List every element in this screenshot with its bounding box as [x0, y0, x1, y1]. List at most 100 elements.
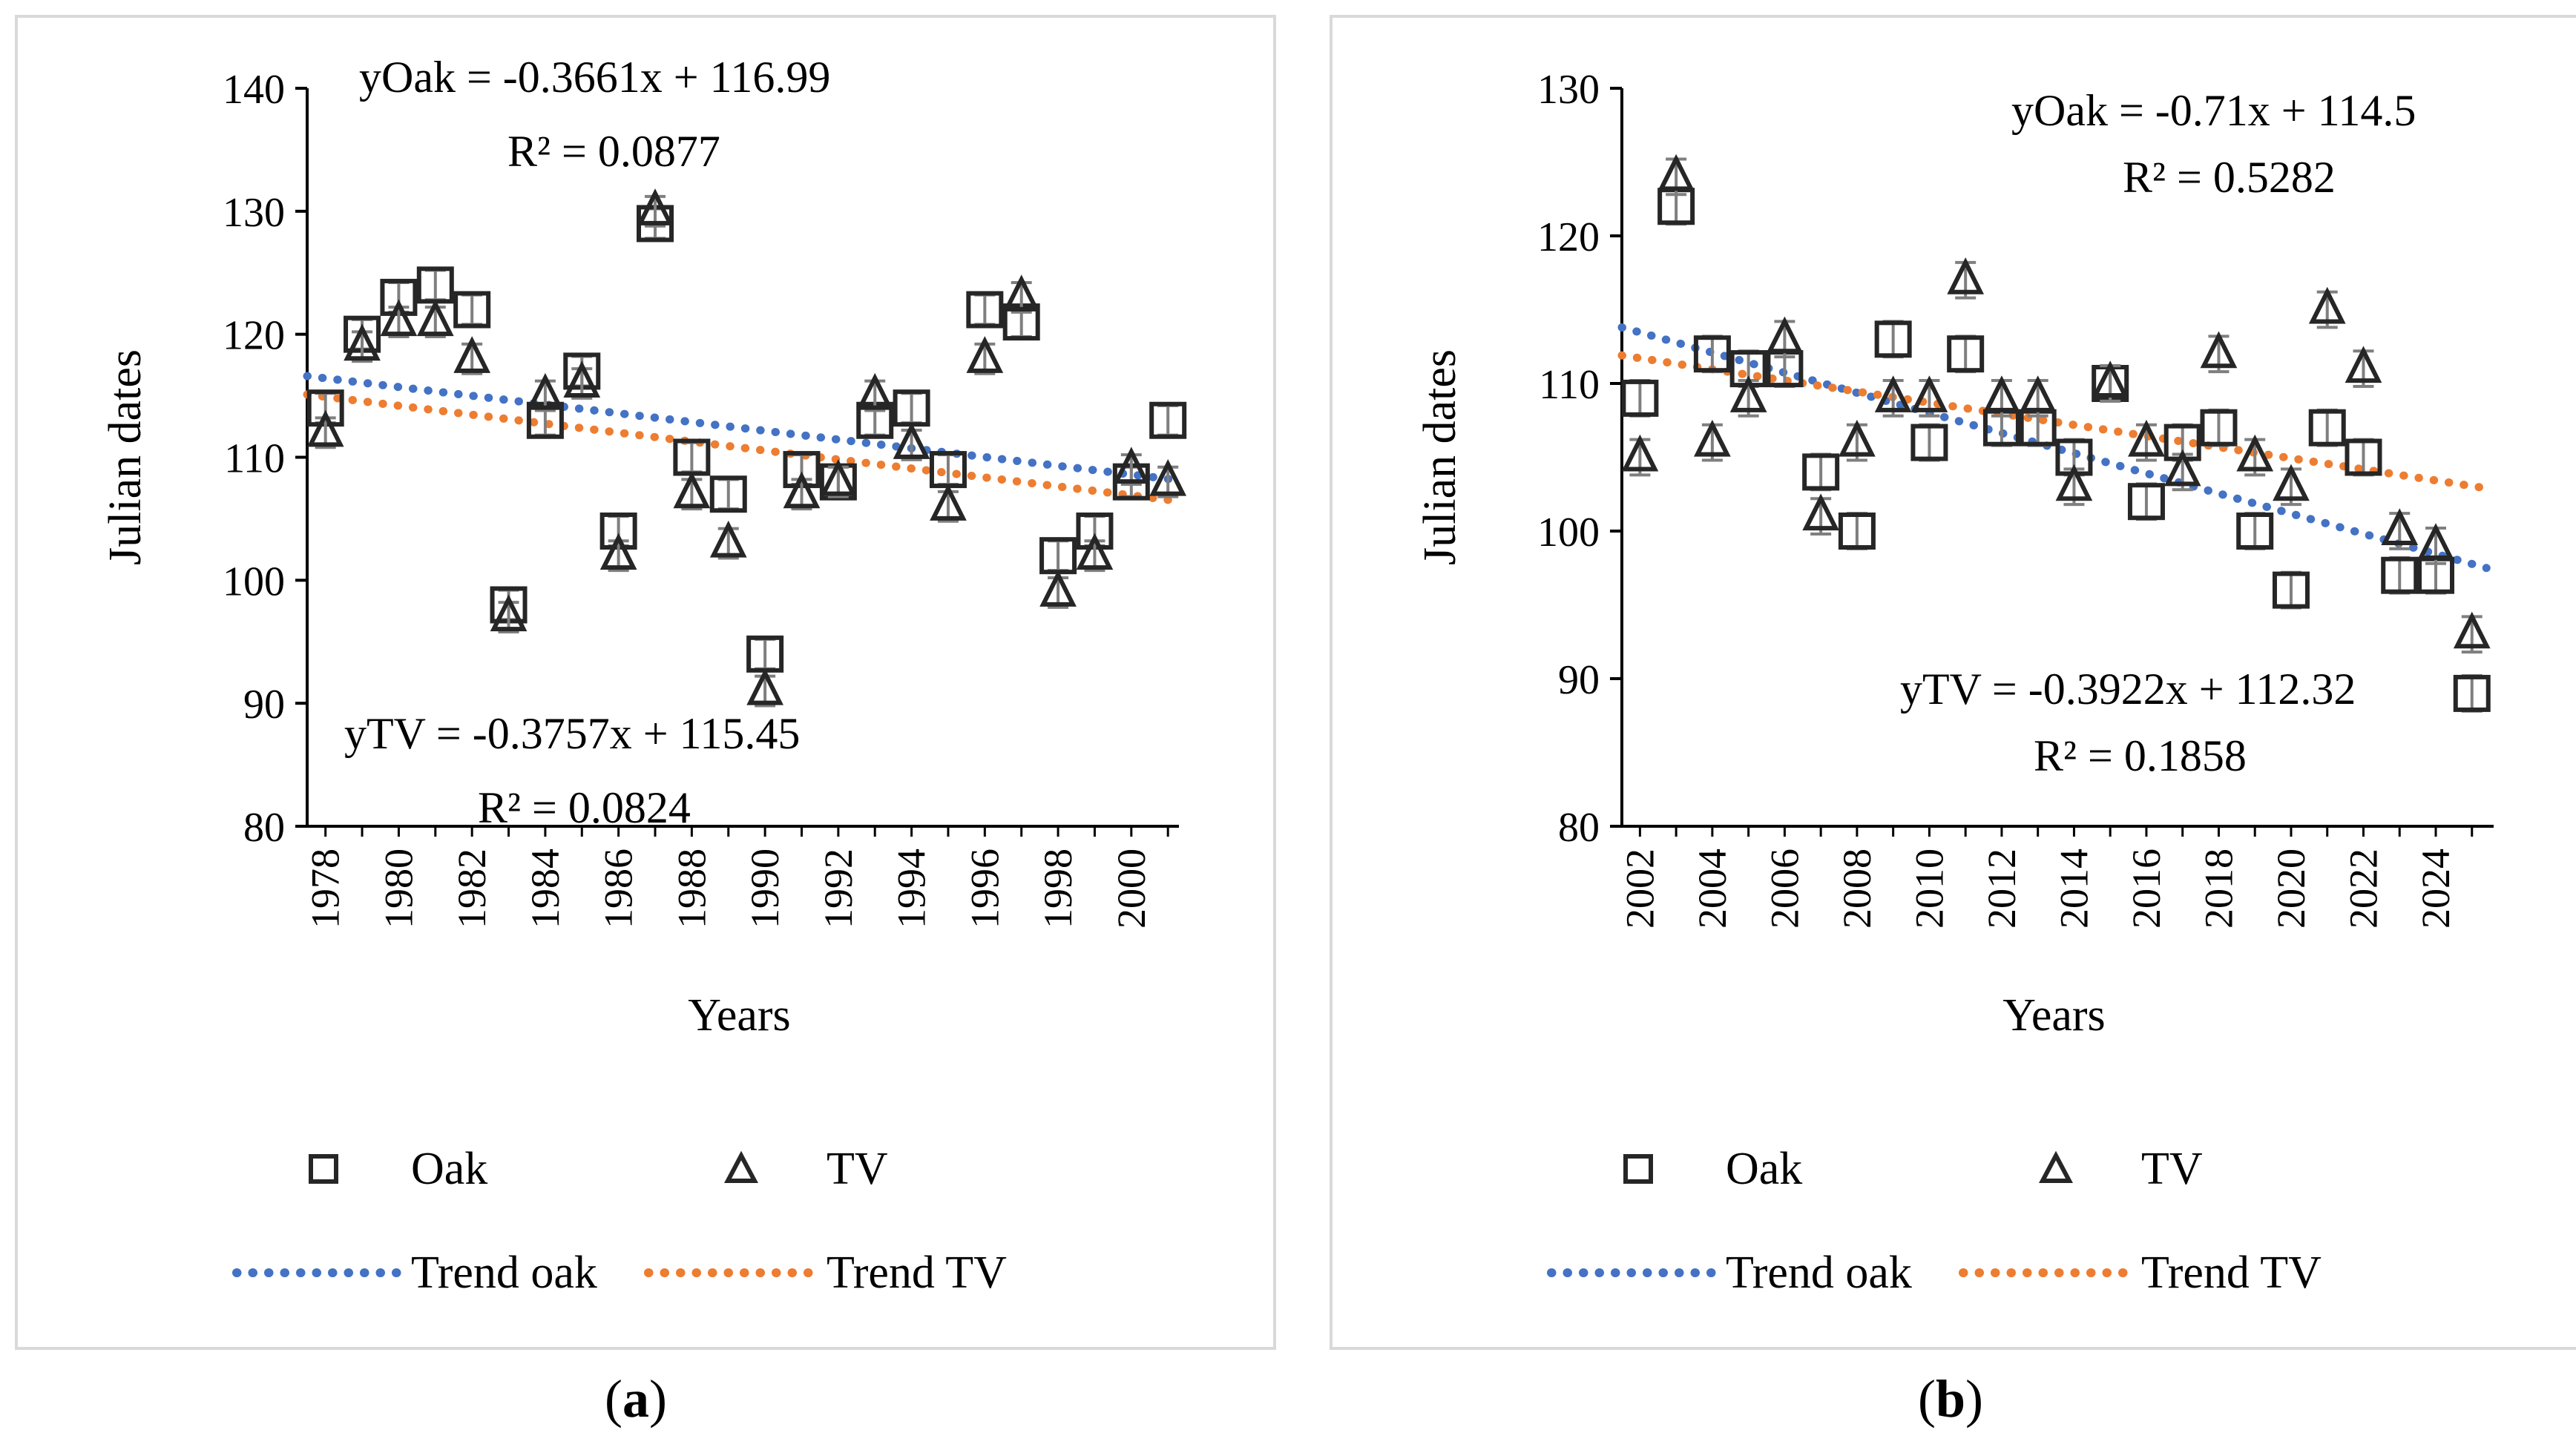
chart-b-tv-point [1729, 375, 1767, 412]
chart-b-tv-point [2273, 464, 2310, 501]
chart-a-x-tick-label: 1992 [816, 849, 861, 929]
caption-a-label: a [622, 1369, 649, 1429]
caption-b: (b) [1918, 1369, 1984, 1429]
chart-b-x-tick-label: 2016 [2124, 849, 2169, 929]
chart-a-tv-point [1112, 447, 1150, 484]
chart-b-legend-trend-tv-label: Trend TV [2141, 1248, 2322, 1298]
chart-a-y-tick-label: 120 [223, 313, 285, 359]
chart-b-x-tick-label: 2002 [1617, 849, 1662, 929]
chart-a-x-tick-label: 1984 [523, 849, 568, 929]
chart-a-tv-point [1039, 570, 1077, 607]
chart-b-svg: 80 90 100 110 120 130 2002 2004 2006 2008 2010 2012… [1415, 67, 2494, 1298]
chart-a-tv-point [966, 336, 1004, 373]
chart-a-oak-point [1149, 401, 1187, 439]
chart-b-y-tick-label: 100 [1537, 510, 1600, 556]
chart-b-oak-point [2308, 409, 2346, 447]
caption-a: (a) [605, 1369, 667, 1429]
chart-a-tv-point [490, 594, 528, 632]
chart-b-oak-point [1838, 513, 1876, 550]
chart-b-x-tick-label: 2022 [2341, 849, 2385, 929]
caption-b-label: b [1935, 1369, 1966, 1429]
chart-b-oak-point [2272, 571, 2310, 609]
chart-a-x-tick-label: 1990 [743, 849, 787, 929]
chart-a-tv-point [453, 336, 491, 373]
chart-b-x-tick-label: 2008 [1835, 849, 1879, 929]
chart-a-y-tick-label: 110 [224, 436, 285, 482]
chart-b-oak-point [2236, 513, 2274, 550]
chart-a-x-tick-label: 1986 [597, 849, 641, 929]
chart-a-legend-tv-label: TV [827, 1144, 888, 1194]
chart-b-oak-point [2453, 674, 2491, 712]
chart-a-tv-point [306, 409, 344, 447]
chart-a-tv-point [416, 299, 454, 337]
chart-b-legend-oak-marker [1623, 1154, 1653, 1184]
chart-b-tv-point [1910, 375, 1948, 412]
chart-a-trend-trend-tv [303, 390, 1176, 505]
chart-a-tv-point [380, 299, 418, 337]
chart-b-oak-point [1910, 424, 1948, 461]
chart-b-legend-tv-marker [2039, 1150, 2073, 1183]
chart-b-tv-equation: yTV = -0.3922x + 112.32 [1900, 665, 2356, 714]
chart-a-svg: 80 90 100 110 120 130 140 1978 1980 1982 1984 1986 1… [100, 53, 1187, 1298]
chart-a-x-axis-title: Years [688, 990, 790, 1041]
chart-b-y-tick-label: 120 [1537, 214, 1600, 260]
chart-a-oak-point [453, 291, 491, 329]
chart-a-tv-point [599, 533, 637, 570]
chart-b-tv-point [1947, 257, 1985, 294]
chart-b-tv-point [1766, 316, 1804, 354]
chart-b-y-tick-label: 130 [1537, 67, 1600, 113]
chart-a-tv-point [820, 458, 857, 496]
chart-a-tv-point [1002, 274, 1040, 312]
chart-a-y-tick-label: 80 [243, 805, 285, 851]
chart-a-tv-point [856, 372, 894, 410]
chart-a-tv-point [746, 668, 783, 705]
chart-b-oak-point [1802, 453, 1840, 491]
chart-b-tv-point [2381, 508, 2419, 545]
chart-b-legend-trend-oak-label: Trend oak [1726, 1248, 1912, 1298]
chart-b-tv-point [2200, 331, 2238, 369]
chart-a-x-tick-label: 1980 [376, 849, 421, 929]
chart-b-oak-point [2345, 438, 2382, 476]
chart-b-tv-point [2453, 611, 2491, 649]
chart-a-x-tick-label: 2000 [1109, 849, 1154, 929]
chart-a-tv-point [893, 422, 930, 459]
chart-a-oak-equation: yOak = -0.3661x + 116.99 [359, 53, 830, 102]
chart-a-tv-point [563, 360, 601, 398]
chart-b-tv-r2: R² = 0.1858 [2034, 731, 2247, 780]
chart-a-legend-oak-label: Oak [411, 1144, 487, 1194]
chart-b-x-tick-label: 2018 [2196, 849, 2241, 929]
chart-b-tv-point [1657, 154, 1695, 191]
chart-b-tv-point [2092, 360, 2129, 398]
chart-b-y-tick-label: 80 [1558, 805, 1600, 851]
chart-a-tv-equation: yTV = -0.3757x + 115.45 [344, 709, 800, 758]
chart-b-tv-point [2055, 464, 2093, 501]
chart-a-x-tick-label: 1978 [303, 849, 348, 929]
chart-b-x-tick-label: 2014 [2051, 849, 2096, 929]
chart-b-x-tick-label: 2024 [2414, 849, 2458, 929]
chart-b-tv-point [1802, 493, 1840, 531]
chart-b-y-tick-label: 90 [1558, 657, 1600, 703]
chart-b-tv-point [1839, 419, 1876, 457]
chart-a-tv-point [673, 471, 711, 509]
chart-a-oak-point [709, 475, 747, 513]
chart-a-legend-oak-marker [309, 1154, 338, 1184]
chart-a-oak-point [966, 291, 1004, 329]
chart-a-tv-point [527, 372, 564, 410]
chart-a-x-tick-label: 1996 [962, 849, 1007, 929]
chart-b-tv-point [2236, 434, 2274, 472]
chart-b-x-tick-label: 2004 [1690, 849, 1735, 929]
chart-b-y-axis-title: Julian dates [1415, 349, 1465, 565]
chart-b-oak-r2: R² = 0.5282 [2123, 153, 2336, 202]
chart-a-tv-point [637, 188, 674, 225]
chart-a-y-tick-label: 130 [223, 190, 285, 236]
chart-b-tv-point [1621, 434, 1659, 472]
chart-b-tv-point [1983, 375, 2020, 412]
chart-b-y-tick-label: 110 [1539, 362, 1600, 408]
chart-a-tv-point [709, 520, 747, 558]
chart-b-oak-point [2381, 556, 2419, 594]
chart-b-tv-point [2128, 419, 2165, 457]
chart-b-oak-point [2127, 483, 2165, 521]
chart-b-x-tick-label: 2006 [1762, 849, 1807, 929]
chart-a-tv-point [344, 323, 381, 361]
chart-a-legend-tv-marker [724, 1150, 758, 1183]
